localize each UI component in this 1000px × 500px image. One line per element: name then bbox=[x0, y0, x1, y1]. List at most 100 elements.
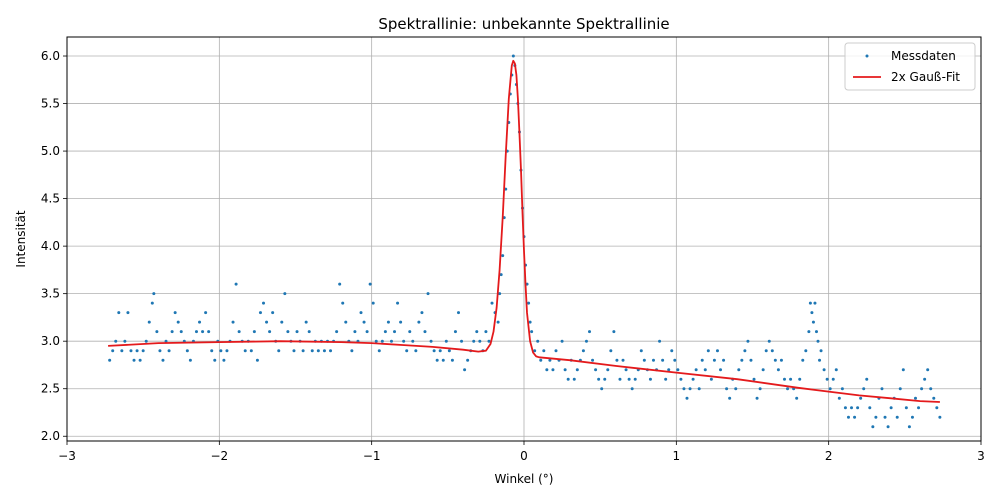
data-point bbox=[789, 377, 793, 381]
data-point bbox=[758, 387, 762, 391]
data-point bbox=[831, 377, 835, 381]
data-point bbox=[126, 311, 130, 315]
data-point bbox=[463, 368, 467, 372]
data-point bbox=[262, 301, 266, 305]
data-point bbox=[843, 406, 847, 410]
data-point bbox=[255, 358, 259, 362]
data-point bbox=[167, 349, 171, 353]
data-point bbox=[862, 387, 866, 391]
data-point bbox=[856, 406, 860, 410]
data-point bbox=[114, 339, 118, 343]
data-point bbox=[198, 320, 202, 324]
data-point bbox=[779, 358, 783, 362]
data-point bbox=[268, 330, 272, 334]
data-point bbox=[447, 349, 451, 353]
data-point bbox=[176, 320, 180, 324]
data-point bbox=[715, 349, 719, 353]
data-point bbox=[752, 377, 756, 381]
data-point bbox=[132, 358, 136, 362]
data-point bbox=[621, 358, 625, 362]
data-point bbox=[575, 368, 579, 372]
data-point bbox=[679, 377, 683, 381]
x-tick-label: 1 bbox=[673, 449, 681, 463]
data-point bbox=[179, 330, 183, 334]
data-point bbox=[597, 377, 601, 381]
data-point bbox=[920, 387, 924, 391]
data-point bbox=[344, 320, 348, 324]
data-point bbox=[307, 330, 311, 334]
data-point bbox=[722, 358, 726, 362]
data-point bbox=[301, 349, 305, 353]
data-point bbox=[408, 330, 412, 334]
data-point bbox=[554, 349, 558, 353]
data-point bbox=[194, 330, 198, 334]
data-point bbox=[498, 292, 502, 296]
data-point bbox=[542, 349, 546, 353]
data-point bbox=[664, 377, 668, 381]
x-tick-label: −1 bbox=[363, 449, 381, 463]
data-point bbox=[588, 330, 592, 334]
data-point bbox=[414, 349, 418, 353]
data-point bbox=[773, 358, 777, 362]
y-tick-label: 3.0 bbox=[41, 334, 60, 348]
data-point bbox=[204, 311, 208, 315]
data-point bbox=[292, 349, 296, 353]
data-point bbox=[539, 358, 543, 362]
data-point bbox=[460, 339, 464, 343]
data-point bbox=[249, 349, 253, 353]
data-point bbox=[808, 301, 812, 305]
data-point bbox=[138, 358, 142, 362]
data-point bbox=[185, 349, 189, 353]
data-point bbox=[743, 349, 747, 353]
data-point bbox=[594, 368, 598, 372]
data-point bbox=[129, 349, 133, 353]
data-point bbox=[295, 330, 299, 334]
data-point bbox=[329, 349, 333, 353]
plot-frame bbox=[66, 36, 982, 442]
data-point bbox=[734, 387, 738, 391]
data-point bbox=[819, 349, 823, 353]
data-point bbox=[219, 349, 223, 353]
data-point bbox=[511, 54, 515, 58]
data-point bbox=[676, 368, 680, 372]
data-point bbox=[917, 406, 921, 410]
data-point bbox=[606, 368, 610, 372]
data-point bbox=[341, 301, 345, 305]
data-point bbox=[560, 339, 564, 343]
data-point bbox=[551, 368, 555, 372]
data-point bbox=[374, 339, 378, 343]
data-point bbox=[612, 330, 616, 334]
data-point bbox=[280, 320, 284, 324]
data-point bbox=[868, 406, 872, 410]
x-tick-label: 0 bbox=[520, 449, 528, 463]
data-point bbox=[761, 368, 765, 372]
data-point bbox=[818, 358, 822, 362]
data-point bbox=[834, 368, 838, 372]
data-point bbox=[545, 368, 549, 372]
data-point bbox=[929, 387, 933, 391]
data-point bbox=[380, 339, 384, 343]
data-point bbox=[904, 406, 908, 410]
data-point bbox=[365, 330, 369, 334]
data-point bbox=[728, 396, 732, 400]
data-point bbox=[700, 358, 704, 362]
data-point bbox=[322, 349, 326, 353]
legend: Messdaten 2x Gauß-Fit bbox=[844, 42, 976, 91]
data-point bbox=[822, 368, 826, 372]
data-point bbox=[548, 358, 552, 362]
data-point bbox=[484, 330, 488, 334]
fit-line bbox=[108, 59, 940, 403]
data-point bbox=[600, 387, 604, 391]
data-point bbox=[798, 377, 802, 381]
data-point bbox=[901, 368, 905, 372]
data-point bbox=[661, 358, 665, 362]
data-point bbox=[913, 396, 917, 400]
data-point bbox=[755, 396, 759, 400]
y-tick-label: 5.5 bbox=[41, 97, 60, 111]
data-point bbox=[907, 425, 911, 429]
data-point bbox=[117, 311, 121, 315]
data-point bbox=[591, 358, 595, 362]
data-point bbox=[231, 320, 235, 324]
data-point bbox=[147, 320, 151, 324]
